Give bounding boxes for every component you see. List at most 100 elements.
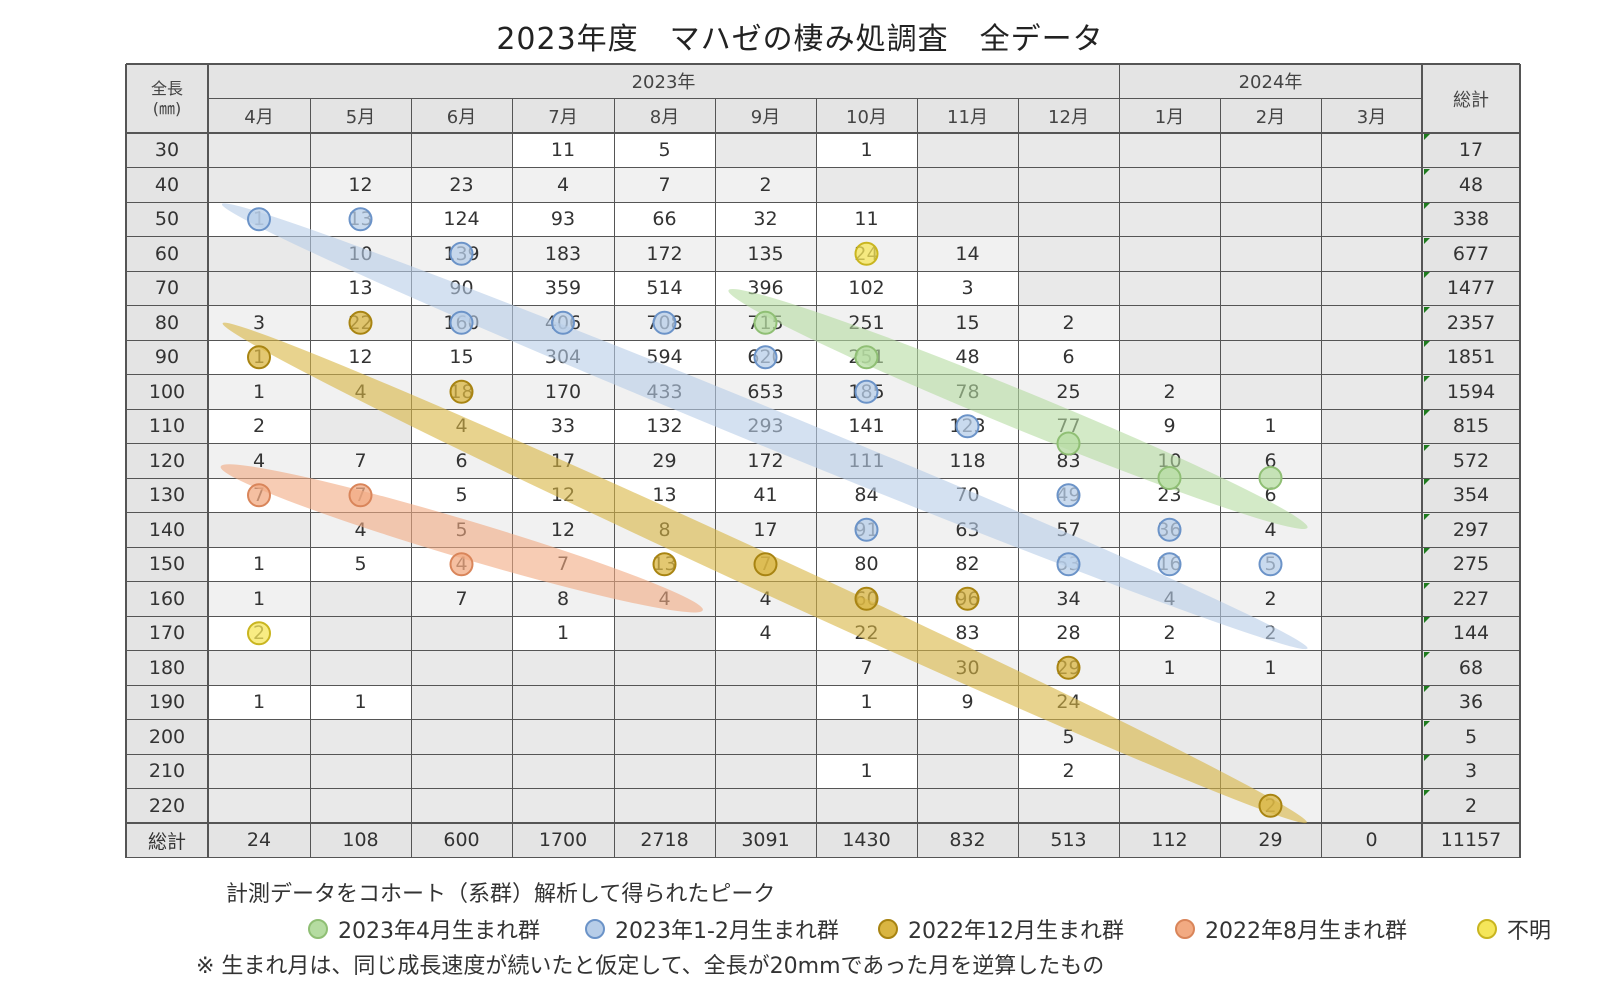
count-cell: 118 [917, 443, 1018, 478]
size-label: 110 [126, 409, 208, 444]
cohort-peak-marker [955, 586, 980, 611]
cohort-peak-marker [247, 483, 271, 508]
count-cell [816, 719, 917, 754]
count-cell [208, 754, 310, 789]
size-label: 190 [126, 685, 208, 720]
count-cell [310, 788, 411, 823]
row-total-cell: 275 [1422, 547, 1520, 582]
cohort-peak-marker [449, 379, 474, 404]
row-total-cell: 48 [1422, 167, 1520, 202]
count-cell [614, 788, 715, 823]
count-cell: 1 [1220, 650, 1321, 685]
grid-line [410, 98, 412, 858]
count-cell: 34 [1018, 581, 1119, 616]
count-cell: 11 [512, 133, 614, 168]
count-cell: 5 [411, 478, 512, 513]
count-cell [1321, 581, 1422, 616]
count-cell [715, 754, 816, 789]
count-cell [1321, 374, 1422, 409]
cell-note-marker [1424, 548, 1430, 554]
count-cell [1018, 167, 1119, 202]
count-cell: 1 [512, 616, 614, 651]
legend-label: 2023年1-2月生まれ群 [615, 919, 839, 944]
count-cell [715, 650, 816, 685]
row-total-cell: 815 [1422, 409, 1520, 444]
count-cell: 7 [614, 167, 715, 202]
count-cell: 28 [1018, 616, 1119, 651]
count-cell: 2 [1119, 374, 1220, 409]
page-title: 2023年度 マハゼの棲み処調査 全データ [496, 22, 1104, 57]
count-cell [1321, 409, 1422, 444]
count-cell: 82 [917, 547, 1018, 582]
count-cell [411, 650, 512, 685]
row-total-cell: 572 [1422, 443, 1520, 478]
grid-line [207, 64, 209, 858]
count-cell [614, 650, 715, 685]
count-cell: 66 [614, 202, 715, 237]
cell-note-marker [1424, 306, 1430, 313]
row-total-cell: 68 [1422, 650, 1520, 685]
count-cell: 2 [1018, 754, 1119, 789]
count-cell: 7 [411, 581, 512, 616]
size-label: 80 [126, 305, 208, 340]
count-cell: 1 [816, 685, 917, 720]
row-total-cell: 227 [1422, 581, 1520, 616]
cohort-peak-marker [449, 241, 474, 266]
grid-line [126, 719, 1520, 720]
legend-swatch-icon [585, 919, 605, 939]
count-cell: 4 [512, 167, 614, 202]
cell-note-marker [1424, 686, 1430, 692]
size-label: 90 [126, 340, 208, 375]
count-cell [917, 788, 1018, 823]
cell-note-marker [1424, 341, 1430, 347]
cell-note-marker [1424, 203, 1430, 209]
legend-item: 2022年12月生まれ群 [878, 914, 1124, 944]
cohort-peak-marker [1157, 466, 1182, 490]
count-cell [1018, 133, 1119, 168]
count-cell [411, 133, 512, 168]
grid-line [126, 305, 1520, 306]
count-cell: 4 [1220, 512, 1321, 547]
month-header: 11月 [917, 98, 1018, 133]
month-header: 4月 [208, 98, 310, 133]
corner-cell [126, 64, 208, 133]
cell-note-marker [1424, 444, 1430, 451]
count-cell [614, 719, 715, 754]
legend-label: 2023年4月生まれ群 [338, 919, 540, 944]
month-total-cell: 0 [1321, 823, 1422, 858]
count-cell: 11 [816, 202, 917, 237]
grid-line [126, 512, 1520, 513]
count-cell [1220, 374, 1321, 409]
size-unit-label: 全長 (㎜) [150, 78, 183, 118]
cell-note-marker [1424, 617, 1430, 623]
legend-item: 2023年1-2月生まれ群 [585, 914, 839, 944]
count-cell [1119, 305, 1220, 340]
row-total-cell: 1594 [1422, 374, 1520, 409]
count-cell [411, 754, 512, 789]
size-label: 100 [126, 374, 208, 409]
count-cell [1220, 719, 1321, 754]
count-cell [1321, 650, 1422, 685]
count-cell: 514 [614, 271, 715, 306]
count-cell: 1 [816, 754, 917, 789]
size-label: 180 [126, 650, 208, 685]
cohort-peak-marker [854, 241, 879, 266]
count-cell [1018, 236, 1119, 271]
count-cell [310, 650, 411, 685]
grid-line [126, 753, 1520, 755]
count-cell [1119, 340, 1220, 375]
count-cell: 2 [208, 409, 310, 444]
count-cell: 3 [917, 271, 1018, 306]
month-total-cell: 832 [917, 823, 1018, 858]
count-cell: 93 [512, 202, 614, 237]
count-cell [411, 616, 512, 651]
count-cell [1220, 202, 1321, 237]
cohort-band [728, 289, 1308, 529]
count-cell [1321, 754, 1422, 789]
legend-item: 2022年8月生まれ群 [1175, 914, 1407, 944]
legend-label: 2022年12月生まれ群 [908, 919, 1124, 944]
legend-item: 2023年4月生まれ群 [308, 914, 540, 944]
legend-swatch-icon [308, 919, 328, 939]
grid-line [1017, 98, 1019, 858]
